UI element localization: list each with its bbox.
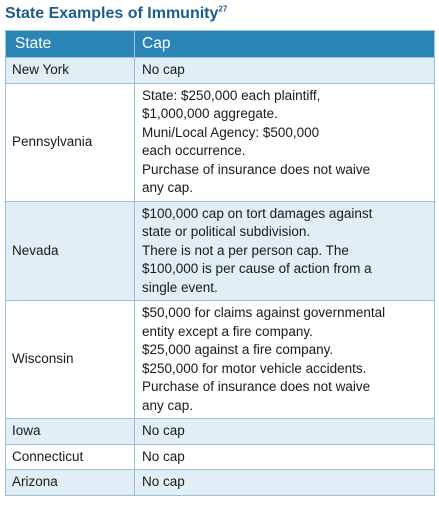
- cap-cell: $100,000 cap on tort damages against sta…: [134, 200, 435, 301]
- table-row: Arizona No cap: [5, 469, 435, 496]
- table-row: Wisconsin $50,000 for claims against gov…: [5, 300, 435, 419]
- cap-cell: State: $250,000 each plaintiff, $1,000,0…: [134, 82, 435, 202]
- table-row: Iowa No cap: [5, 418, 435, 445]
- table-row: Pennsylvania State: $250,000 each plaint…: [5, 82, 435, 202]
- cap-line: any cap.: [142, 180, 194, 195]
- immunity-table: State Cap New York No cap Pennsylvania S…: [5, 30, 435, 496]
- cap-line: No cap: [142, 474, 185, 489]
- header-row: State Cap: [5, 30, 435, 58]
- cap-line: Purchase of insurance does not waive: [142, 161, 371, 177]
- table-row: Connecticut No cap: [5, 443, 435, 470]
- state-cell: Connecticut: [5, 443, 135, 470]
- state-cell: Pennsylvania: [5, 82, 135, 202]
- cap-line: $100,000 cap on tort damages against: [142, 205, 373, 221]
- cap-line: state or political subdivision.: [142, 224, 311, 239]
- cap-line: single event.: [142, 279, 218, 295]
- state-cell: Arizona: [5, 469, 135, 496]
- cap-line: $50,000 for claims against governmental: [142, 305, 386, 320]
- cap-line: $100,000 is per cause of action from a: [142, 261, 372, 276]
- cap-line: $1,000,000 aggregate.: [142, 106, 278, 121]
- table-row: Nevada $100,000 cap on tort damages agai…: [5, 200, 435, 301]
- cap-line: each occurrence.: [142, 143, 246, 158]
- table-row: New York No cap: [5, 57, 435, 84]
- state-cell: Nevada: [5, 200, 135, 301]
- footnote-marker: 27: [218, 4, 228, 14]
- header-state: State: [5, 30, 135, 58]
- cap-line: Purchase of insurance does not waive: [142, 379, 371, 394]
- cap-line: $250,000 for motor vehicle accidents.: [142, 360, 367, 376]
- state-cell: New York: [5, 57, 135, 84]
- cap-line: There is not a per person cap. The: [142, 242, 349, 258]
- header-cap: Cap: [134, 30, 435, 58]
- cap-line: entity except a fire company.: [142, 323, 313, 339]
- cap-line: Muni/Local Agency: $500,000: [142, 124, 320, 140]
- cap-line: $25,000 against a fire company.: [142, 342, 334, 357]
- cap-cell: No cap: [134, 57, 435, 84]
- table-title-text: State Examples of Immunity: [5, 5, 219, 22]
- state-cell: Wisconsin: [5, 300, 135, 419]
- cap-cell: No cap: [134, 469, 435, 496]
- cap-line: any cap.: [142, 397, 194, 413]
- cap-cell: $50,000 for claims against governmental …: [134, 300, 435, 419]
- state-cell: Iowa: [5, 418, 135, 445]
- table-title: State Examples of Immunity27: [5, 3, 227, 25]
- cap-line: No cap: [142, 448, 185, 464]
- cap-cell: No cap: [134, 443, 435, 470]
- cap-line: No cap: [142, 62, 185, 77]
- cap-cell: No cap: [134, 418, 435, 445]
- cap-line: State: $250,000 each plaintiff,: [142, 87, 321, 103]
- cap-line: No cap: [142, 423, 185, 438]
